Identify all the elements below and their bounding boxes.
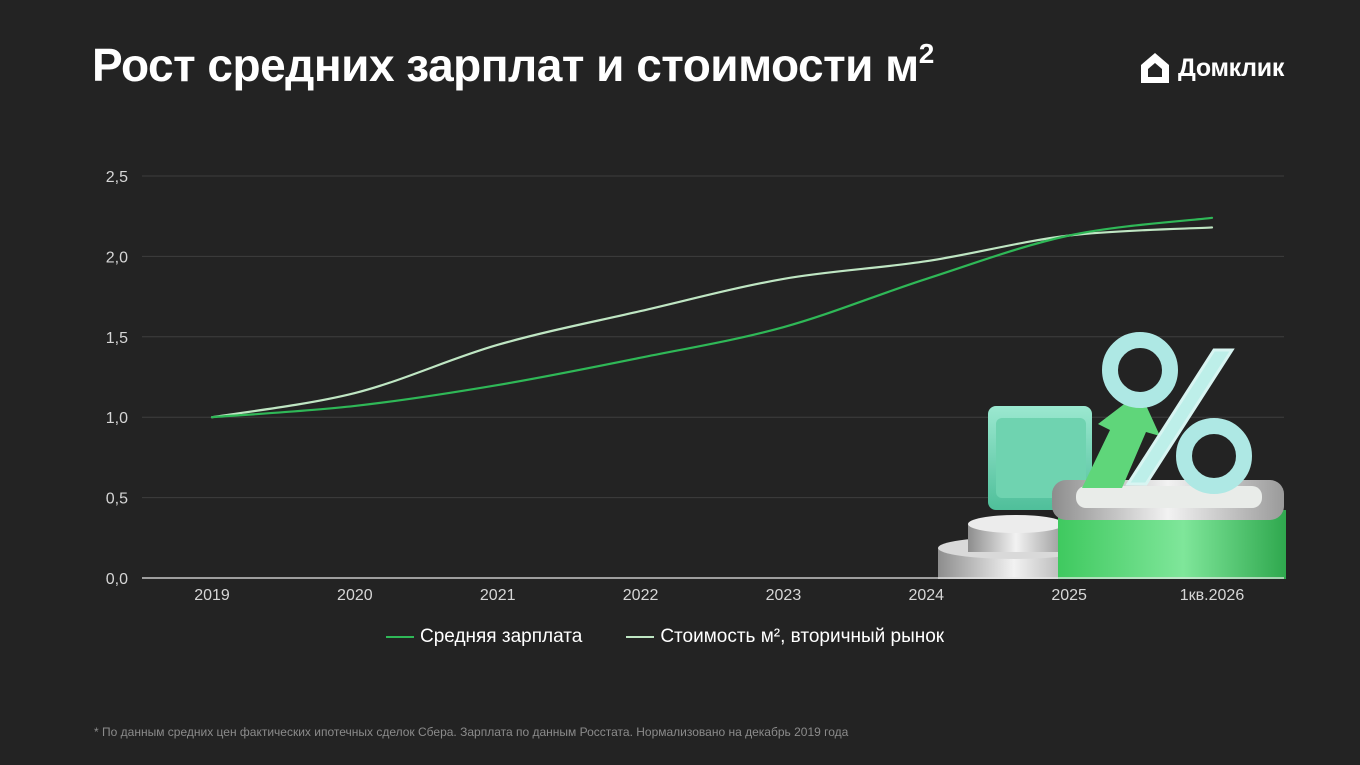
x-tick-label: 2022 [623, 587, 659, 604]
logo-text: Домклик [1178, 53, 1285, 82]
chart-title: Рост средних зарплат и стоимости м2 [92, 38, 934, 92]
y-tick-label: 0,0 [106, 571, 128, 588]
x-tick-label: 2023 [766, 587, 802, 604]
x-tick-label: 1кв.2026 [1180, 587, 1245, 604]
y-tick-label: 2,5 [106, 169, 128, 186]
y-tick-label: 1,5 [106, 330, 128, 347]
x-tick-label: 2019 [194, 587, 230, 604]
house-logo-icon [1141, 53, 1169, 83]
y-tick-label: 2,0 [106, 249, 128, 266]
line-chart: 0,0 0,5 1,0 1,5 2,0 2,5 [106, 169, 1286, 604]
chart-legend: Средняя зарплата Стоимость м², вторичный… [386, 626, 944, 648]
legend-item-price: Стоимость м², вторичный рынок [626, 626, 944, 648]
legend-swatch-price [626, 636, 655, 638]
y-tick-label: 0,5 [106, 491, 128, 508]
series-line-price [210, 226, 1214, 419]
x-tick-label: 2024 [908, 587, 944, 604]
legend-label-price: Стоимость м², вторичный рынок [660, 626, 945, 647]
legend-item-salary: Средняя зарплата [386, 626, 582, 648]
series-line-salary [210, 216, 1214, 419]
legend-swatch-salary [386, 636, 414, 638]
x-tick-label: 2021 [480, 587, 516, 604]
chart-title-text: Рост средних зарплат и стоимости м [92, 39, 919, 91]
x-tick-label: 2020 [337, 587, 373, 604]
percent-illustration [938, 332, 1286, 579]
chart-title-superscript: 2 [918, 38, 935, 69]
legend-label-salary: Средняя зарплата [420, 626, 583, 647]
domclick-logo: Домклик [1138, 50, 1284, 86]
footnote: * По данным средних цен фактических ипот… [94, 725, 849, 739]
x-tick-label: 2025 [1051, 587, 1087, 604]
y-tick-label: 1,0 [106, 410, 128, 427]
